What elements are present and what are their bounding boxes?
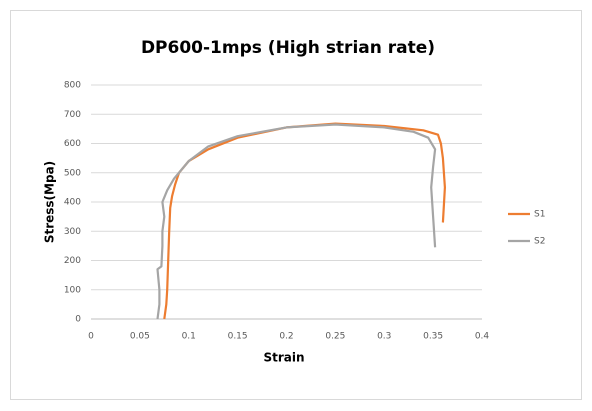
y-tick-label: 800 — [64, 81, 81, 91]
x-tick-label: 0.15 — [228, 332, 248, 342]
chart-title: DP600-1mps (High strian rate) — [141, 38, 435, 58]
series-line — [156, 123, 437, 320]
y-tick-label: 300 — [64, 227, 81, 237]
y-tick-label: 700 — [64, 110, 81, 120]
x-axis-title: Strain — [263, 351, 304, 365]
legend-label: S1 — [534, 210, 545, 220]
x-tick-label: 0.3 — [377, 332, 391, 342]
x-tick-label: 0.05 — [130, 332, 150, 342]
series-line — [163, 122, 446, 320]
y-axis-title: Stress(Mpa) — [43, 161, 57, 243]
x-tick-label: 0 — [88, 332, 94, 342]
y-tick-label: 600 — [64, 139, 81, 149]
x-tick-label: 0.2 — [279, 332, 293, 342]
y-tick-label: 200 — [64, 256, 81, 266]
x-tick-label: 0.1 — [182, 332, 196, 342]
y-tick-label: 0 — [75, 315, 81, 325]
x-tick-label: 0.25 — [325, 332, 345, 342]
x-tick-label: 0.35 — [423, 332, 443, 342]
legend-label: S2 — [534, 237, 545, 247]
y-tick-label: 400 — [64, 198, 81, 208]
x-tick-label: 0.4 — [475, 332, 490, 342]
y-tick-label: 100 — [64, 285, 81, 295]
chart-border — [10, 10, 582, 400]
y-tick-label: 500 — [64, 168, 81, 178]
